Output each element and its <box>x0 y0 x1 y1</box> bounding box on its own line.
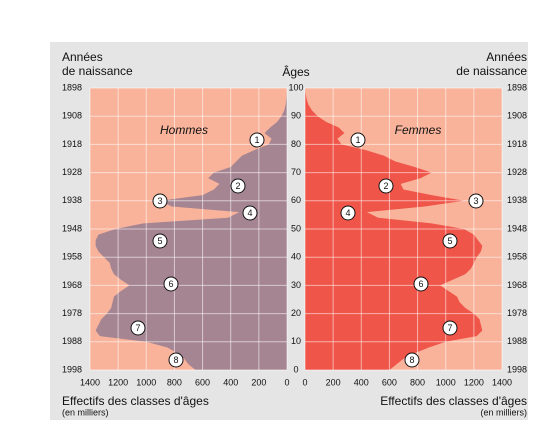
annotation-marker <box>442 320 458 336</box>
x-tick-label: 800 <box>167 377 182 387</box>
year-tick-label: 1908 <box>62 111 82 121</box>
annotation-marker <box>350 132 366 148</box>
x-axis-title: Effectifs des classes d'âges <box>380 394 527 408</box>
annotation-label: 2 <box>235 181 240 191</box>
annotation-marker <box>249 132 265 148</box>
year-tick-label: 1948 <box>507 223 527 233</box>
annotation-marker <box>468 193 484 209</box>
annotation-label: 5 <box>157 236 162 246</box>
age-tick-label: 20 <box>291 308 301 318</box>
age-tick-label: 30 <box>291 280 301 290</box>
year-tick-label: 1958 <box>62 252 82 262</box>
annotation-label: 7 <box>447 323 452 333</box>
x-tick-label: 200 <box>326 377 341 387</box>
year-tick-label: 1918 <box>62 139 82 149</box>
x-tick-label: 200 <box>251 377 266 387</box>
age-tick-label: 70 <box>291 167 301 177</box>
annotation-label: 2 <box>383 181 388 191</box>
birth-year-title: de naissance <box>456 64 527 78</box>
series-label: Hommes <box>160 123 208 137</box>
x-axis-title: Effectifs des classes d'âges <box>62 394 209 408</box>
annotation-label: 4 <box>345 208 350 218</box>
year-tick-label: 1908 <box>507 111 527 121</box>
annotation-label: 6 <box>168 279 173 289</box>
annotation-label: 8 <box>409 355 414 365</box>
annotation-marker <box>152 193 168 209</box>
x-axis-note: (en milliers) <box>62 407 109 417</box>
annotation-marker <box>163 276 179 292</box>
x-tick-label: 400 <box>223 377 238 387</box>
x-tick-label: 0 <box>284 377 289 387</box>
year-tick-label: 1938 <box>62 195 82 205</box>
annotation-marker <box>130 320 146 336</box>
age-tick-label: 100 <box>288 82 303 92</box>
x-tick-label: 1400 <box>80 377 100 387</box>
age-tick-label: 10 <box>291 336 301 346</box>
x-axis-note: (en milliers) <box>480 407 527 417</box>
age-tick-label: 80 <box>291 139 301 149</box>
annotation-marker <box>404 352 420 368</box>
age-tick-label: 90 <box>291 111 301 121</box>
annotation-label: 3 <box>157 196 162 206</box>
annotation-marker <box>378 178 394 194</box>
annotation-label: 3 <box>473 196 478 206</box>
year-tick-label: 1968 <box>507 280 527 290</box>
year-tick-label: 1918 <box>507 139 527 149</box>
annotation-marker <box>168 352 184 368</box>
year-tick-label: 1998 <box>507 364 527 374</box>
x-tick-label: 800 <box>410 377 425 387</box>
series-label: Femmes <box>395 123 442 137</box>
annotation-label: 5 <box>447 236 452 246</box>
age-tick-label: 50 <box>291 223 301 233</box>
annotation-label: 6 <box>418 279 423 289</box>
year-tick-label: 1928 <box>507 167 527 177</box>
annotation-marker <box>230 178 246 194</box>
age-title: Âges <box>282 64 309 79</box>
birth-year-title: de naissance <box>62 64 133 78</box>
x-tick-label: 400 <box>354 377 369 387</box>
year-tick-label: 1988 <box>507 336 527 346</box>
x-tick-label: 1200 <box>108 377 128 387</box>
year-tick-label: 1978 <box>62 308 82 318</box>
year-tick-label: 1898 <box>507 82 527 92</box>
x-tick-label: 1400 <box>492 377 512 387</box>
year-tick-label: 1998 <box>62 364 82 374</box>
x-tick-label: 1000 <box>136 377 156 387</box>
birth-year-title: Années <box>62 50 103 64</box>
annotation-marker <box>152 233 168 249</box>
year-tick-label: 1938 <box>507 195 527 205</box>
year-tick-label: 1948 <box>62 223 82 233</box>
x-tick-label: 1000 <box>436 377 456 387</box>
year-tick-label: 1928 <box>62 167 82 177</box>
x-tick-label: 1200 <box>464 377 484 387</box>
x-tick-label: 600 <box>382 377 397 387</box>
annotation-marker <box>340 205 356 221</box>
year-tick-label: 1898 <box>62 82 82 92</box>
year-tick-label: 1968 <box>62 280 82 290</box>
annotation-label: 8 <box>173 355 178 365</box>
age-tick-label: 40 <box>291 252 301 262</box>
age-tick-label: 0 <box>293 364 298 374</box>
annotation-marker <box>442 233 458 249</box>
annotation-marker <box>413 276 429 292</box>
x-tick-label: 600 <box>195 377 210 387</box>
annotation-marker <box>242 205 258 221</box>
x-tick-label: 0 <box>302 377 307 387</box>
birth-year-title: Années <box>486 50 527 64</box>
annotation-label: 7 <box>135 323 140 333</box>
year-tick-label: 1988 <box>62 336 82 346</box>
annotation-label: 1 <box>355 135 360 145</box>
annotation-label: 4 <box>247 208 252 218</box>
year-tick-label: 1978 <box>507 308 527 318</box>
year-tick-label: 1958 <box>507 252 527 262</box>
annotation-label: 1 <box>254 135 259 145</box>
age-tick-label: 60 <box>291 195 301 205</box>
